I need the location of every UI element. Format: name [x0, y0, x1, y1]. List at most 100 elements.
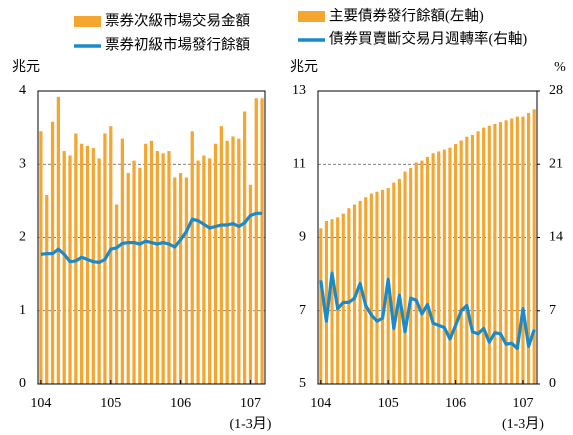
bar: [167, 151, 171, 384]
bar: [498, 122, 503, 384]
y-tick-label: 3: [19, 156, 26, 171]
y-tick-label: 4: [19, 83, 26, 98]
x-tick-label: 105: [100, 396, 121, 411]
bar: [190, 131, 194, 384]
bar: [521, 116, 525, 384]
bar: [225, 140, 229, 384]
bar: [369, 193, 373, 384]
bar: [437, 151, 441, 384]
y2-tick-label: 21: [549, 156, 563, 171]
y-tick-label: 7: [299, 303, 306, 318]
bar: [149, 140, 154, 384]
bar: [231, 136, 235, 384]
y-tick-label: 2: [19, 230, 26, 245]
y2-tick-label: 28: [549, 83, 563, 98]
bar: [420, 160, 424, 384]
x-tick-label: 104: [30, 396, 51, 411]
bar: [196, 160, 200, 384]
bar: [425, 156, 430, 384]
bar: [527, 112, 531, 384]
bar: [126, 173, 130, 384]
x-tick-label: 107: [240, 396, 261, 411]
legend-swatch: [298, 11, 325, 22]
bar: [482, 127, 486, 384]
y-tick-label: 1: [19, 303, 26, 318]
bar: [202, 155, 206, 384]
bar: [347, 208, 351, 384]
bar: [80, 143, 84, 384]
y-tick-label: 9: [299, 230, 306, 245]
bar: [465, 136, 469, 384]
bar: [237, 138, 241, 384]
legend-swatch: [74, 16, 101, 27]
bar: [114, 204, 119, 384]
x-tick-label: 106: [170, 396, 191, 411]
y2-tick-label: 0: [549, 376, 556, 391]
bar: [109, 126, 113, 384]
bar: [319, 228, 323, 384]
bar: [409, 167, 413, 384]
bar: [341, 213, 345, 384]
bar: [381, 189, 385, 384]
unit-label: %: [554, 60, 566, 75]
bar: [161, 153, 165, 384]
bar: [392, 182, 396, 384]
annotation: (1-3月): [502, 416, 544, 432]
y2-tick-label: 14: [549, 230, 563, 245]
bar: [184, 177, 189, 384]
bar: [459, 140, 463, 384]
bar: [155, 151, 159, 384]
legend-label: 票券次級市場交易金額: [105, 11, 250, 29]
bar: [397, 178, 401, 384]
bar: [242, 111, 247, 384]
bar: [470, 134, 474, 384]
unit-label: 兆元: [290, 59, 318, 75]
bar: [487, 125, 491, 384]
bar: [45, 195, 49, 384]
line: [40, 211, 263, 264]
bar: [91, 148, 95, 384]
bar: [39, 131, 43, 384]
unit-label: 兆元: [12, 59, 40, 75]
bar: [213, 143, 218, 384]
bar: [364, 197, 368, 384]
bar: [375, 191, 379, 384]
annotation: (1-3月): [229, 416, 271, 432]
x-tick-label: 105: [378, 396, 399, 411]
bar: [324, 221, 328, 384]
bar: [403, 171, 407, 384]
bar: [476, 131, 480, 384]
bar: [56, 96, 61, 385]
bar: [515, 116, 519, 384]
bar: [178, 173, 183, 384]
bar: [120, 138, 125, 384]
bar: [74, 133, 78, 384]
bar: [510, 118, 514, 384]
bar: [138, 167, 142, 384]
bar: [414, 162, 418, 384]
bar: [330, 219, 334, 384]
legend-label: 票券初級市場發行餘額: [105, 36, 250, 53]
bar: [532, 109, 536, 384]
x-tick-label: 107: [512, 396, 533, 411]
bar: [358, 200, 362, 384]
legend-label: 主要債券發行餘額(左軸): [329, 7, 484, 24]
bar: [504, 120, 508, 385]
bar: [431, 153, 435, 384]
bar: [454, 144, 458, 384]
plot-frame: [37, 90, 266, 385]
x-tick-label: 106: [445, 396, 466, 411]
y-tick-label: 0: [19, 376, 26, 391]
bar: [132, 160, 136, 384]
bar: [260, 98, 264, 384]
bar: [448, 147, 452, 384]
bar: [208, 158, 212, 384]
y2-tick-label: 7: [549, 303, 556, 318]
bar: [62, 151, 66, 384]
bar: [219, 126, 223, 384]
plot-frame: [317, 90, 538, 385]
y-tick-label: 13: [292, 83, 306, 98]
bar: [493, 123, 497, 385]
bar: [97, 158, 101, 384]
